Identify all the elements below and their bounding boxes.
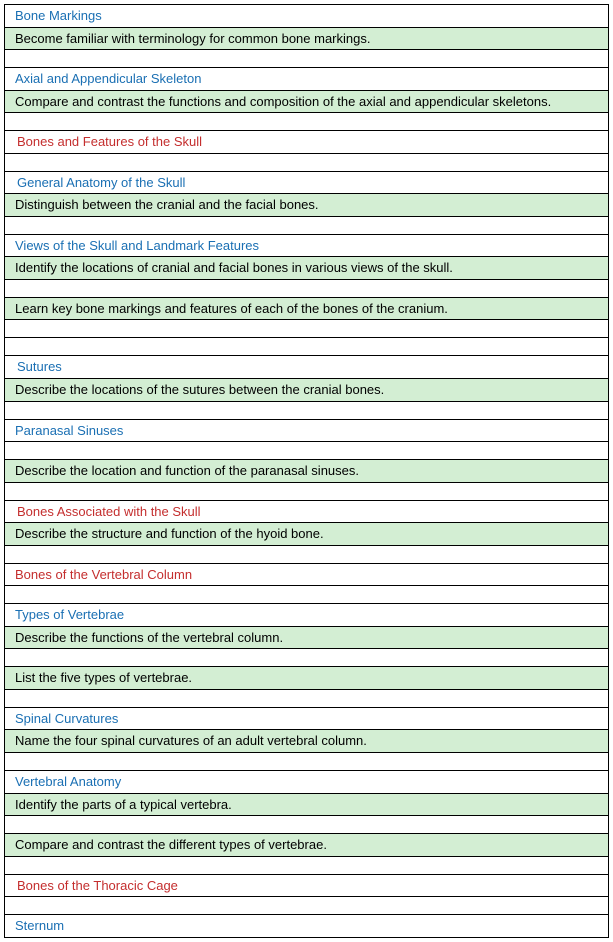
objective-row: Describe the location and function of th… xyxy=(4,460,609,483)
heading-text: Bone Markings xyxy=(15,8,102,23)
heading-row: Sutures xyxy=(4,356,609,379)
heading-row: General Anatomy of the Skull xyxy=(4,172,609,195)
objective-text: Identify the parts of a typical vertebra… xyxy=(15,797,232,812)
spacer-row xyxy=(4,154,609,172)
heading-row: Bones of the Vertebral Column xyxy=(4,564,609,587)
spacer-row xyxy=(4,897,609,915)
objective-row: Learn key bone markings and features of … xyxy=(4,298,609,321)
heading-row: Bone Markings xyxy=(4,4,609,28)
objective-text: Describe the functions of the vertebral … xyxy=(15,630,283,645)
heading-text: Bones and Features of the Skull xyxy=(17,134,202,149)
heading-row: Axial and Appendicular Skeleton xyxy=(4,68,609,91)
objective-text: Compare and contrast the functions and c… xyxy=(15,94,551,109)
objective-row: Become familiar with terminology for com… xyxy=(4,28,609,51)
spacer-row xyxy=(4,586,609,604)
objective-row: Identify the parts of a typical vertebra… xyxy=(4,794,609,817)
objective-row: Distinguish between the cranial and the … xyxy=(4,194,609,217)
objective-row: Describe the functions of the vertebral … xyxy=(4,627,609,650)
heading-row: Bones of the Thoracic Cage xyxy=(4,875,609,898)
heading-row: Spinal Curvatures xyxy=(4,708,609,731)
spacer-row xyxy=(4,753,609,771)
heading-text: Sternum xyxy=(15,918,64,933)
heading-text: Vertebral Anatomy xyxy=(15,774,121,789)
spacer-row xyxy=(4,50,609,68)
objective-row: Name the four spinal curvatures of an ad… xyxy=(4,730,609,753)
objective-text: Distinguish between the cranial and the … xyxy=(15,197,319,212)
spacer-row xyxy=(4,402,609,420)
heading-row: Paranasal Sinuses xyxy=(4,420,609,443)
objective-row: Describe the structure and function of t… xyxy=(4,523,609,546)
spacer-row xyxy=(4,690,609,708)
spacer-row xyxy=(4,320,609,338)
spacer-row xyxy=(4,483,609,501)
spacer-row xyxy=(4,280,609,298)
spacer-row xyxy=(4,217,609,235)
objective-row: List the five types of vertebrae. xyxy=(4,667,609,690)
objective-text: Compare and contrast the different types… xyxy=(15,837,327,852)
spacer-row xyxy=(4,649,609,667)
heading-row: Views of the Skull and Landmark Features xyxy=(4,235,609,258)
spacer-row xyxy=(4,816,609,834)
heading-text: Paranasal Sinuses xyxy=(15,423,123,438)
heading-text: Bones of the Vertebral Column xyxy=(15,567,192,582)
objective-text: Describe the structure and function of t… xyxy=(15,526,324,541)
heading-row: Types of Vertebrae xyxy=(4,604,609,627)
objective-row: Describe the locations of the sutures be… xyxy=(4,379,609,402)
heading-text: Spinal Curvatures xyxy=(15,711,118,726)
heading-row: Bones Associated with the Skull xyxy=(4,501,609,524)
objective-row: Compare and contrast the functions and c… xyxy=(4,91,609,114)
heading-text: Types of Vertebrae xyxy=(15,607,124,622)
spacer-row xyxy=(4,442,609,460)
heading-row: Vertebral Anatomy xyxy=(4,771,609,794)
heading-text: Views of the Skull and Landmark Features xyxy=(15,238,259,253)
heading-text: Bones of the Thoracic Cage xyxy=(17,878,178,893)
spacer-row xyxy=(4,857,609,875)
objective-text: Describe the locations of the sutures be… xyxy=(15,382,384,397)
heading-row: Sternum xyxy=(4,915,609,938)
spacer-row xyxy=(4,546,609,564)
spacer-row xyxy=(4,113,609,131)
heading-text: Axial and Appendicular Skeleton xyxy=(15,71,201,86)
spacer-row xyxy=(4,338,609,356)
objective-text: Learn key bone markings and features of … xyxy=(15,301,448,316)
heading-text: Bones Associated with the Skull xyxy=(17,504,201,519)
heading-text: Sutures xyxy=(17,359,62,374)
objective-text: Identify the locations of cranial and fa… xyxy=(15,260,453,275)
objective-text: Describe the location and function of th… xyxy=(15,463,359,478)
objective-text: List the five types of vertebrae. xyxy=(15,670,192,685)
outline-table: Bone Markings Become familiar with termin… xyxy=(4,4,609,938)
objective-row: Compare and contrast the different types… xyxy=(4,834,609,857)
heading-row: Bones and Features of the Skull xyxy=(4,131,609,154)
objective-text: Name the four spinal curvatures of an ad… xyxy=(15,733,367,748)
heading-text: General Anatomy of the Skull xyxy=(17,175,185,190)
objective-row: Identify the locations of cranial and fa… xyxy=(4,257,609,280)
objective-text: Become familiar with terminology for com… xyxy=(15,31,370,46)
